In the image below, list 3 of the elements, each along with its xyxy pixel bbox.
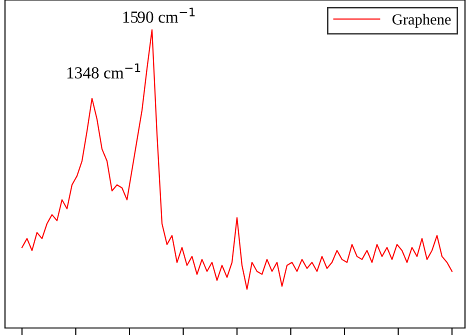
annotation: 1348 cm$^{−1}$ — [67, 63, 140, 78]
text: 1590 cm$^{−1}$ — [123, 8, 195, 23]
legend-label: Graphene — [392, 14, 451, 28]
